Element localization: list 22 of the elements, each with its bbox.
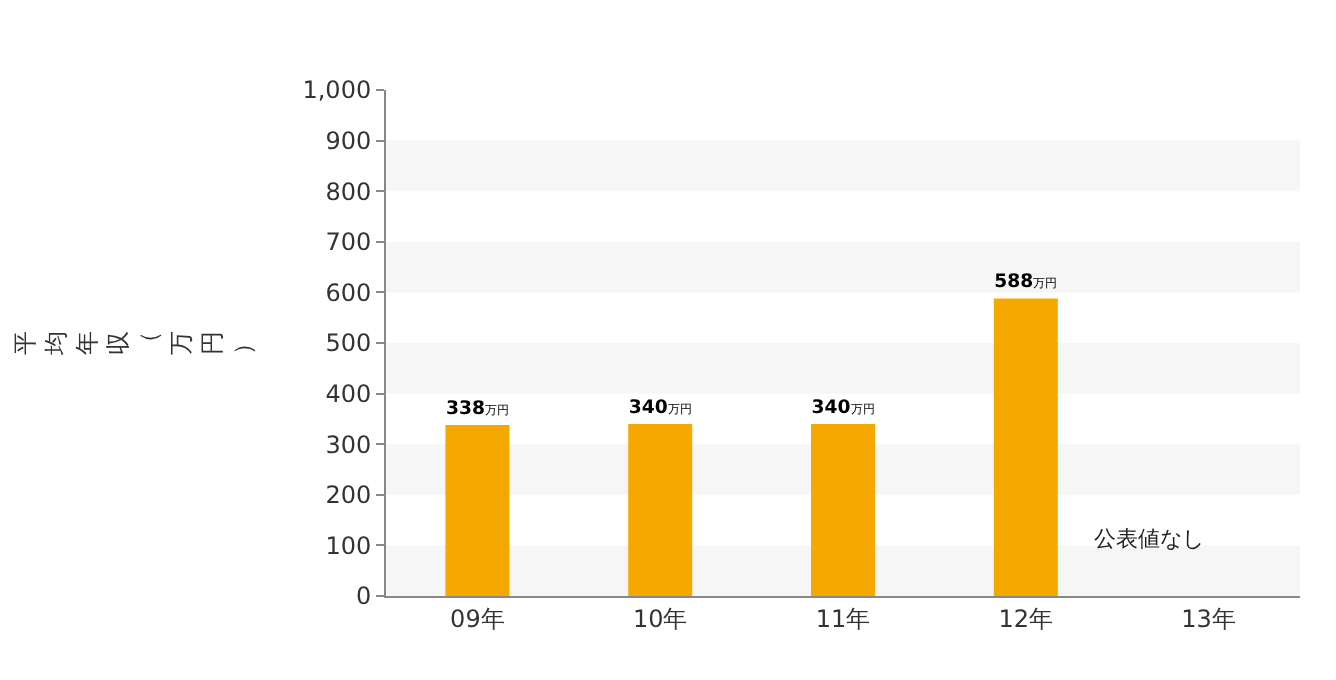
y-tick-label: 100 — [325, 531, 372, 560]
y-tick-label: 0 — [355, 582, 372, 611]
y-tick-label: 600 — [325, 278, 372, 307]
x-tick-label: 09年 — [450, 604, 505, 633]
x-tick-label: 13年 — [1181, 604, 1236, 633]
y-tick-label: 800 — [325, 177, 372, 206]
annotation: 公表値なし — [1094, 526, 1204, 552]
bar — [628, 423, 693, 596]
y-tick-label: 1,000 — [302, 76, 372, 105]
y-tick-label: 700 — [325, 228, 372, 257]
y-tick-label: 200 — [325, 481, 372, 510]
x-tick-label: 11年 — [815, 604, 871, 633]
y-axis-title: 平均年収（万円） — [10, 331, 258, 357]
y-tick-label: 400 — [325, 380, 372, 408]
y-tick-label: 900 — [325, 127, 372, 155]
bar — [811, 423, 875, 596]
bar — [445, 424, 510, 596]
bar — [993, 298, 1058, 596]
y-tick-label: 300 — [325, 430, 372, 459]
y-tick-label: 500 — [325, 329, 372, 358]
x-tick-label: 12年 — [998, 604, 1054, 633]
x-tick-label: 10年 — [632, 604, 688, 633]
